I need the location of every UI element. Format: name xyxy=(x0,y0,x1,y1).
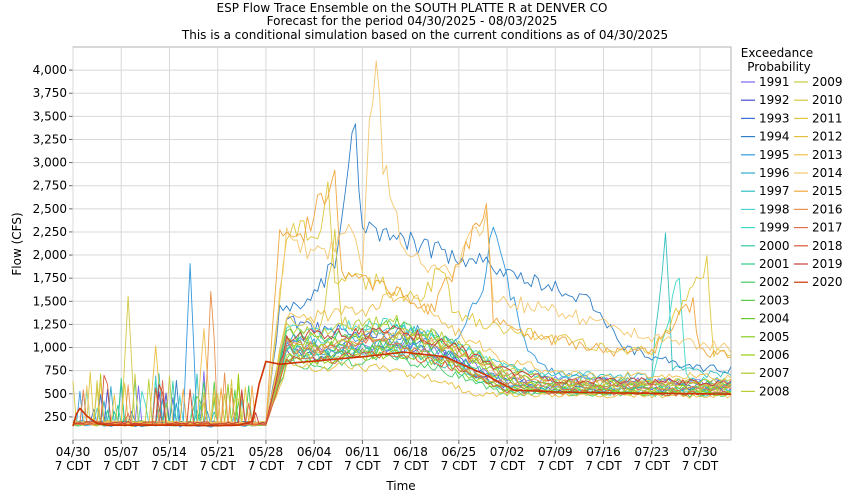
series-line xyxy=(72,325,732,425)
y-tick-label: 2,750 xyxy=(33,179,67,193)
x-tick-label-date: 05/28 xyxy=(249,445,284,459)
x-tick-label-time: 7 CDT xyxy=(199,459,236,473)
legend-entry: 2016 xyxy=(812,202,843,216)
y-tick-label: 1,250 xyxy=(33,317,67,331)
y-tick-label: 2,500 xyxy=(33,202,67,216)
y-tick-label: 250 xyxy=(44,410,67,424)
x-tick-label-time: 7 CDT xyxy=(248,459,285,473)
legend-entry: 1991 xyxy=(759,75,790,89)
legend-entry: 2008 xyxy=(759,384,790,398)
legend-entry: 2013 xyxy=(812,148,843,162)
legend-entry: 2002 xyxy=(759,275,790,289)
x-tick-label-time: 7 CDT xyxy=(634,459,671,473)
x-tick-label-date: 06/18 xyxy=(393,445,428,459)
legend-entry: 1994 xyxy=(759,130,790,144)
legend-entry: 2001 xyxy=(759,257,790,271)
y-tick-label: 1,750 xyxy=(33,271,67,285)
y-tick-label: 500 xyxy=(44,387,67,401)
x-tick-label-time: 7 CDT xyxy=(537,459,574,473)
chart-title: ESP Flow Trace Ensemble on the SOUTH PLA… xyxy=(217,1,608,15)
legend-entry: 1997 xyxy=(759,184,790,198)
y-axis-label: Flow (CFS) xyxy=(10,212,24,275)
y-tick-label: 3,750 xyxy=(33,86,67,100)
legend: 1991 1992 1993 1994 1995 1996 1997 1998 1999 2000… xyxy=(741,75,843,398)
y-tick-label: 2,000 xyxy=(33,248,67,262)
x-tick-label-time: 7 CDT xyxy=(151,459,188,473)
legend-entry: 2005 xyxy=(759,330,790,344)
legend-entry: 2015 xyxy=(812,184,843,198)
x-tick-label-time: 7 CDT xyxy=(489,459,526,473)
x-tick-label-time: 7 CDT xyxy=(103,459,140,473)
x-tick-label-time: 7 CDT xyxy=(296,459,333,473)
legend-entry: 2009 xyxy=(812,75,843,89)
series-line xyxy=(72,277,732,426)
x-tick-label-date: 07/16 xyxy=(586,445,621,459)
legend-entry: 1996 xyxy=(759,166,790,180)
chart-subtitle: Forecast for the period 04/30/2025 - 08/… xyxy=(267,14,558,28)
legend-entry: 2010 xyxy=(812,93,843,107)
legend-entry: 1995 xyxy=(759,148,790,162)
x-tick-label-date: 07/09 xyxy=(538,445,573,459)
legend-entry: 2003 xyxy=(759,293,790,307)
chart-subtitle-conditions: This is a conditional simulation based o… xyxy=(181,28,668,42)
legend-entry: 2004 xyxy=(759,312,790,326)
x-tick-label-date: 05/14 xyxy=(152,445,187,459)
x-axis-label: Time xyxy=(385,479,415,493)
legend-entry: 2018 xyxy=(812,239,843,253)
legend-entry: 2000 xyxy=(759,239,790,253)
legend-title: Exceedance xyxy=(741,46,813,60)
x-tick-label-date: 06/04 xyxy=(297,445,332,459)
legend-entry: 1999 xyxy=(759,221,790,235)
legend-entry: 2011 xyxy=(812,111,843,125)
x-tick-label-time: 7 CDT xyxy=(392,459,429,473)
x-tick-label-date: 04/30 xyxy=(56,445,91,459)
x-tick-label-time: 7 CDT xyxy=(344,459,381,473)
series-line xyxy=(72,169,732,426)
x-tick-label-date: 05/07 xyxy=(104,445,139,459)
x-tick-label-time: 7 CDT xyxy=(682,459,719,473)
legend-title-probability: Probability xyxy=(747,60,810,74)
x-tick-label-date: 07/30 xyxy=(683,445,718,459)
y-tick-label: 2,250 xyxy=(33,225,67,239)
x-tick-label-time: 7 CDT xyxy=(441,459,478,473)
legend-entry: 1998 xyxy=(759,202,790,216)
x-tick-label-date: 07/23 xyxy=(634,445,669,459)
legend-entry: 2014 xyxy=(812,166,843,180)
series-line xyxy=(73,60,732,425)
legend-entry: 1992 xyxy=(759,93,790,107)
x-tick-label-date: 06/11 xyxy=(345,445,380,459)
series-line xyxy=(72,351,731,427)
legend-entry: 2006 xyxy=(759,348,790,362)
legend-entry: 2020 xyxy=(812,275,843,289)
y-tick-label: 1,000 xyxy=(33,341,67,355)
legend-entry: 1993 xyxy=(759,111,790,125)
y-tick-label: 3,500 xyxy=(33,109,67,123)
legend-entry: 2012 xyxy=(812,130,843,144)
y-tick-label: 750 xyxy=(44,364,67,378)
y-tick-label: 1,500 xyxy=(33,294,67,308)
x-tick-label-date: 07/02 xyxy=(490,445,525,459)
y-tick-label: 3,250 xyxy=(33,132,67,146)
plot-area: 250 500 750 1,000 1,250 1,500 1,750 2,000 2,250 2… xyxy=(33,46,732,473)
x-tick-label-time: 7 CDT xyxy=(55,459,92,473)
x-tick-label-date: 05/21 xyxy=(200,445,235,459)
legend-entry: 2019 xyxy=(812,257,843,271)
x-tick-label-date: 06/25 xyxy=(442,445,477,459)
legend-entry: 2017 xyxy=(812,221,843,235)
plot-frame xyxy=(72,46,732,441)
x-tick-label-time: 7 CDT xyxy=(585,459,622,473)
y-tick-label: 3,000 xyxy=(33,156,67,170)
legend-entry: 2007 xyxy=(759,366,790,380)
y-tick-label: 4,000 xyxy=(33,63,67,77)
